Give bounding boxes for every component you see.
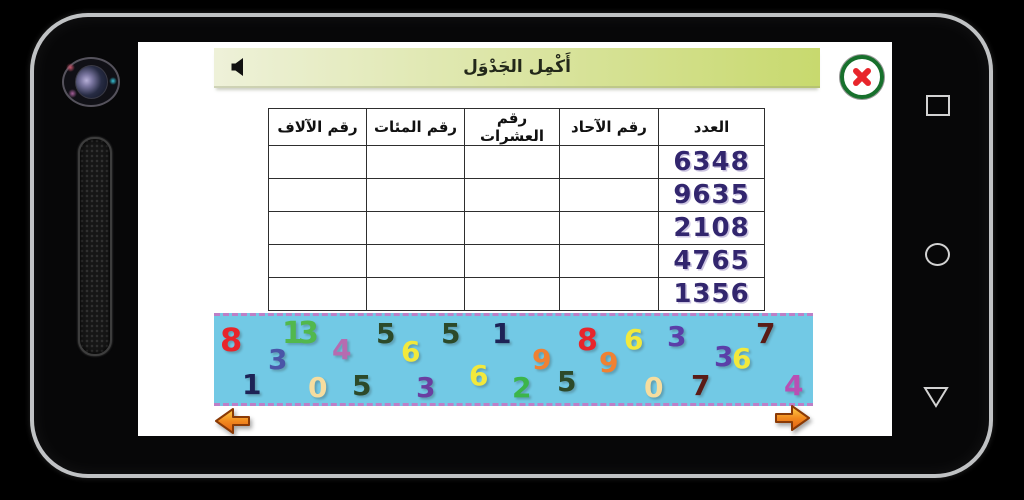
thousands-cell[interactable] [268,211,367,245]
strip-digit[interactable]: 6 [401,335,421,368]
next-button[interactable] [774,401,812,435]
units-cell[interactable] [559,244,659,278]
column-header: رقم المئات [366,108,465,146]
column-header: رقم العشرات [464,108,560,146]
thousands-cell[interactable] [268,277,367,311]
back-button[interactable] [923,386,949,408]
camera-glint [68,89,77,98]
number-cell: 6348 [658,145,765,179]
tens-cell[interactable] [464,244,560,278]
table-header-row: العدد رقم الآحاد رقم العشرات رقم المئات رقم … [268,108,765,146]
hundreds-cell[interactable] [366,178,465,212]
strip-digit[interactable]: 3 [714,340,734,373]
phone-frame: أَكْمِل الجَدْوَل العدد رقم الآحاد رقم الع… [30,13,993,478]
column-header: رقم الآحاد [559,108,659,146]
units-cell[interactable] [559,211,659,245]
strip-digit[interactable]: 6 [732,342,752,375]
strip-digit[interactable]: 0 [308,371,328,404]
table-row: 6348 [268,145,765,179]
strip-digit[interactable]: 2 [512,371,532,404]
strip-digit[interactable]: 1 [492,317,512,350]
strip-digit[interactable]: 1 [282,316,303,351]
strip-digit[interactable]: 5 [441,317,461,350]
number-cell: 9635 [658,178,765,212]
arrow-right-icon [775,405,810,431]
thousands-cell[interactable] [268,178,367,212]
strip-digit[interactable]: 3 [298,316,319,351]
strip-digit[interactable]: 8 [220,321,243,359]
place-value-table: العدد رقم الآحاد رقم العشرات رقم المئات رقم … [268,108,765,311]
table-row: 2108 [268,211,765,245]
strip-digit[interactable]: 9 [599,346,619,379]
recents-button[interactable] [926,95,950,116]
strip-digit[interactable]: 5 [557,365,577,398]
column-header: رقم الآلاف [268,108,367,146]
camera-glint [66,63,75,72]
table-body: 6348 9635 2108 4765 1356 [268,145,765,311]
strip-digit[interactable]: 9 [532,343,552,376]
strip-digit[interactable]: 6 [624,323,644,356]
strip-digit[interactable]: 1 [242,368,262,401]
speaker-grille [78,137,112,356]
prev-button[interactable] [213,404,251,436]
close-x-icon [853,68,871,86]
arrow-left-icon [215,408,250,434]
title-bar: أَكْمِل الجَدْوَل [214,48,820,88]
hundreds-cell[interactable] [366,277,465,311]
page-title: أَكْمِل الجَدْوَل [463,57,571,77]
strip-digit[interactable]: 3 [416,371,436,404]
tens-cell[interactable] [464,211,560,245]
number-cell: 1356 [658,277,765,311]
tens-cell[interactable] [464,277,560,311]
table-row: 4765 [268,244,765,278]
strip-digit[interactable]: 0 [644,371,664,404]
units-cell[interactable] [559,145,659,179]
strip-digit[interactable]: 4 [784,369,804,402]
thousands-cell[interactable] [268,244,367,278]
number-cell: 2108 [658,211,765,245]
units-cell[interactable] [559,178,659,212]
strip-digit[interactable]: 3 [667,320,687,353]
thousands-cell[interactable] [268,145,367,179]
table-row: 9635 [268,178,765,212]
camera-glint [109,77,117,85]
app-screen: أَكْمِل الجَدْوَل العدد رقم الآحاد رقم الع… [138,42,892,436]
front-camera-icon [62,57,120,107]
hundreds-cell[interactable] [366,211,465,245]
strip-digit[interactable]: 6 [469,359,489,392]
column-header: العدد [658,108,765,146]
tens-cell[interactable] [464,145,560,179]
strip-digit[interactable]: 3 [268,343,288,376]
hundreds-cell[interactable] [366,145,465,179]
strip-digit[interactable]: 7 [691,369,711,402]
strip-digit[interactable]: 5 [376,317,396,350]
close-button[interactable] [840,55,884,99]
camera-lens [75,65,108,99]
hundreds-cell[interactable] [366,244,465,278]
units-cell[interactable] [559,277,659,311]
strip-digit[interactable]: 8 [577,323,598,358]
number-cell: 4765 [658,244,765,278]
speaker-icon[interactable] [230,57,248,77]
strip-digit[interactable]: 7 [756,317,776,350]
strip-digit[interactable]: 5 [352,369,372,402]
strip-digit[interactable]: 4 [332,333,352,366]
tens-cell[interactable] [464,178,560,212]
table-row: 1356 [268,277,765,311]
home-button[interactable] [925,243,950,266]
